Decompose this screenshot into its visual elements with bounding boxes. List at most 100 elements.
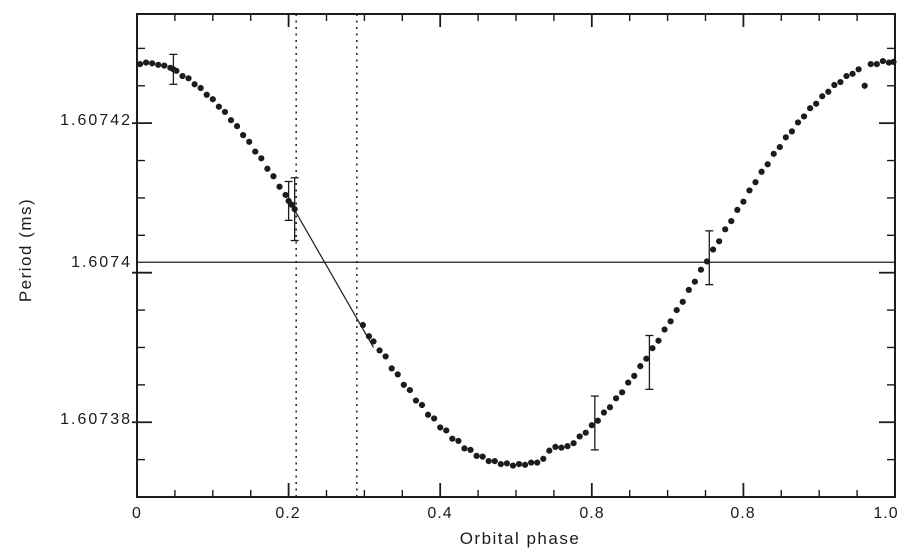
data-point [813, 100, 820, 107]
data-point [400, 381, 407, 388]
data-point [879, 58, 886, 65]
data-point [412, 397, 420, 404]
data-point [588, 422, 595, 429]
data-point [728, 218, 735, 225]
data-point [564, 443, 571, 450]
x-axis-title: Orbital phase [459, 529, 581, 548]
data-point [246, 138, 253, 145]
data-point [252, 148, 259, 155]
data-point [461, 445, 468, 452]
data-point [142, 59, 150, 66]
data-point [655, 337, 662, 344]
data-point [873, 60, 880, 68]
data-point [837, 78, 844, 86]
data-point [849, 70, 856, 77]
data-point [521, 461, 529, 468]
data-point [449, 435, 456, 442]
data-point [431, 415, 438, 422]
data-point [861, 82, 868, 89]
data-point [258, 155, 265, 162]
x-tick-label-1-0: 1.0 [873, 505, 899, 522]
data-point [209, 96, 216, 103]
data-point [685, 286, 692, 293]
data-point [594, 417, 601, 424]
data-point [503, 460, 511, 467]
data-point [203, 91, 210, 98]
data-point [716, 238, 723, 245]
data-point [491, 458, 498, 465]
data-point [788, 128, 796, 135]
data-point [600, 409, 608, 416]
data-point [515, 461, 523, 468]
data-point [149, 60, 156, 67]
x-tick-label-0-8: 0.8 [730, 505, 756, 522]
data-point [473, 452, 480, 459]
data-point [740, 198, 747, 205]
data-point [173, 67, 180, 74]
data-point [800, 113, 808, 120]
data-point [240, 132, 247, 139]
data-point [776, 143, 783, 151]
data-point [179, 72, 186, 80]
data-point [443, 427, 450, 434]
data-point [221, 108, 229, 116]
data-point [709, 246, 717, 253]
data-point [867, 60, 874, 68]
data-point [643, 355, 650, 362]
data-point [185, 75, 192, 82]
data-point [637, 363, 644, 370]
x-tick-label-0-2: 0.2 [275, 505, 301, 522]
data-point [282, 191, 289, 199]
data-point [758, 168, 765, 175]
data-point [649, 345, 656, 352]
data-point [394, 371, 401, 378]
data-point [136, 60, 144, 68]
data-point [418, 401, 426, 409]
data-point [406, 386, 413, 394]
y-axis-title: Period (ms) [16, 197, 35, 303]
data-point [843, 72, 850, 80]
data-point [270, 173, 277, 180]
data-point [746, 187, 753, 194]
data-point [370, 338, 377, 345]
data-point [831, 81, 838, 89]
data-point [558, 444, 565, 451]
data-point [291, 206, 298, 213]
data-point [233, 123, 241, 130]
data-point [885, 59, 893, 66]
data-point [673, 306, 680, 314]
data-point [734, 206, 741, 213]
data-point [619, 389, 626, 396]
data-point [288, 201, 295, 208]
data-point [890, 58, 897, 65]
y-tick-label-1-6074: 1.6074 [71, 254, 132, 271]
x-tick-label-0-6: 0.8 [579, 505, 605, 522]
data-point [359, 321, 366, 329]
data-point [807, 105, 814, 112]
data-point [582, 429, 589, 436]
data-point [534, 459, 541, 466]
data-point [227, 117, 235, 124]
data-point [819, 93, 826, 100]
data-point [576, 433, 583, 440]
data-point [794, 119, 802, 126]
data-point [155, 61, 162, 68]
data-point [382, 353, 389, 360]
data-point [509, 462, 517, 469]
data-point [497, 461, 504, 468]
data-point [215, 103, 222, 110]
data-point [467, 446, 474, 453]
data-point [276, 183, 283, 190]
data-point [631, 372, 638, 379]
data-point [424, 411, 432, 418]
x-tick-label-0: 0 [132, 505, 142, 522]
data-point [770, 150, 777, 157]
data-point [376, 347, 383, 354]
data-point [264, 165, 271, 172]
data-point [197, 84, 204, 92]
data-point [661, 326, 668, 333]
data-point [437, 424, 444, 431]
data-point [606, 404, 614, 411]
